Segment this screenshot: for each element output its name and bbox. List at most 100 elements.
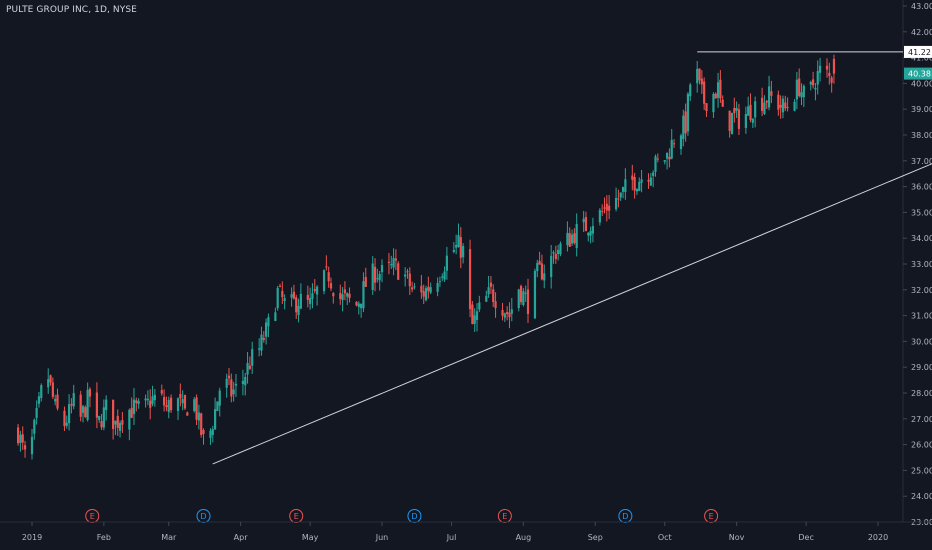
candle [635, 189, 639, 192]
candle [682, 115, 685, 140]
candle [649, 177, 652, 186]
candle [209, 430, 212, 438]
candle [116, 415, 119, 428]
candle [37, 396, 41, 404]
candle [411, 287, 414, 290]
price-tick-label: 35.00 [911, 208, 932, 217]
candle [341, 294, 344, 301]
price-tick-label: 40.00 [911, 79, 932, 88]
candle [816, 71, 819, 85]
candle [292, 291, 296, 299]
candle [137, 400, 140, 405]
candle [436, 282, 439, 292]
candle [784, 102, 787, 109]
candle [378, 273, 381, 281]
candle [290, 294, 293, 298]
candle [809, 81, 812, 85]
event-marker-letter: D [200, 512, 206, 521]
candle [295, 297, 298, 313]
time-tick-label: Oct [658, 533, 672, 542]
candle [56, 394, 59, 409]
candle [283, 298, 286, 302]
candle [355, 301, 358, 306]
candle [640, 179, 643, 183]
candle [121, 420, 124, 425]
candle [276, 287, 279, 309]
candle [751, 118, 754, 123]
candle [260, 334, 263, 351]
last-price-tag [904, 67, 932, 80]
candle [494, 301, 497, 309]
candle [309, 298, 312, 304]
horizontal-line-price-tag [904, 45, 932, 58]
candle [779, 104, 782, 108]
candle [397, 263, 400, 280]
candle [63, 410, 66, 427]
time-tick-label: 2020 [868, 533, 888, 542]
candle [181, 399, 184, 404]
candle [47, 379, 50, 388]
candle [149, 400, 152, 408]
price-tick-label: 30.00 [911, 337, 932, 346]
candle [749, 104, 752, 120]
candle [244, 376, 247, 386]
candle [672, 143, 676, 145]
candle [617, 198, 620, 200]
candle [568, 233, 571, 247]
candle [278, 285, 282, 287]
candle [737, 109, 741, 129]
candle [703, 81, 706, 104]
candle [552, 252, 555, 254]
candle [603, 207, 606, 209]
candle [234, 383, 238, 386]
candle [376, 278, 379, 280]
candle [705, 103, 708, 112]
candle [241, 380, 245, 384]
candle [225, 378, 228, 388]
price-tick-label: 26.00 [911, 441, 932, 450]
candle [40, 385, 43, 399]
candle [70, 404, 73, 406]
chart-title: PULTE GROUP INC, 1D, NYSE [6, 5, 137, 15]
time-axis: 2019 Feb Mar Apr May Jun Jul Aug Sep Oct Nov Dec 202… [0, 521, 932, 542]
candle [404, 274, 407, 277]
time-tick-label: Dec [798, 533, 813, 542]
candle [281, 290, 284, 298]
candle [346, 293, 349, 297]
event-marker-letter: E [294, 512, 299, 521]
candle [216, 401, 219, 412]
candle [274, 312, 277, 321]
candle [186, 412, 189, 416]
drawings[interactable] [212, 51, 932, 465]
candle [343, 289, 347, 294]
candle [390, 264, 393, 266]
candle [86, 389, 89, 420]
candle [169, 397, 173, 411]
candle [306, 294, 309, 300]
candle [781, 98, 785, 113]
candle [517, 289, 520, 309]
candle [522, 291, 525, 305]
candle [730, 112, 734, 135]
candle [420, 285, 423, 293]
candle [452, 249, 455, 252]
candle [144, 398, 147, 401]
candle [524, 292, 527, 294]
candle [747, 106, 750, 116]
candle [689, 84, 692, 97]
candle [770, 91, 773, 96]
time-tick-label: May [302, 533, 319, 542]
candle [441, 276, 444, 278]
candle [408, 273, 411, 287]
candle [195, 397, 198, 420]
candle [818, 65, 822, 73]
candle [438, 281, 442, 283]
candle [348, 293, 351, 299]
price-tick-label: 24.00 [911, 492, 932, 501]
price-tick-label: 32.00 [911, 286, 932, 295]
candle [332, 293, 335, 297]
candle [719, 79, 722, 99]
candle [638, 181, 641, 191]
